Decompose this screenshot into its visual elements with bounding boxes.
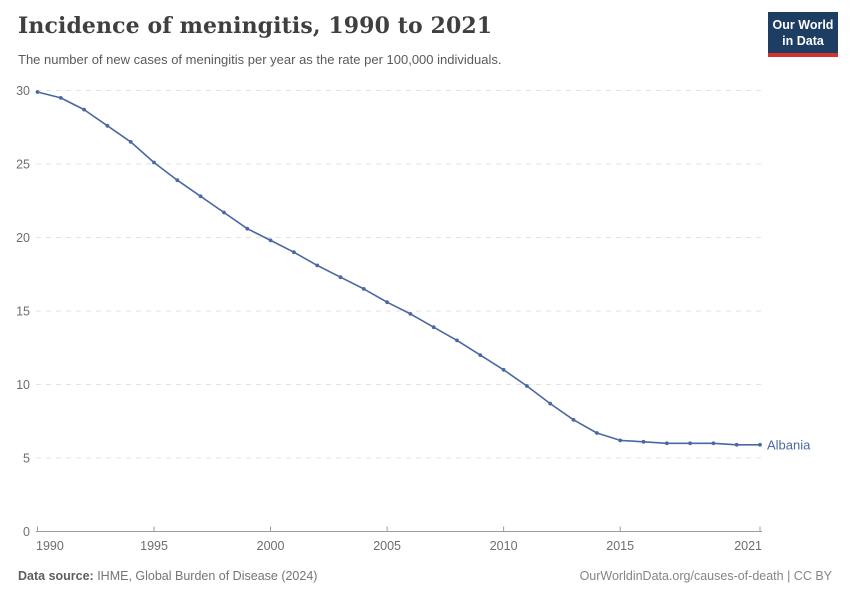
data-point[interactable] xyxy=(175,178,180,183)
x-axis-tick-label: 1990 xyxy=(36,539,64,553)
series-end-label: Albania xyxy=(767,437,811,452)
owid-logo: Our World in Data xyxy=(768,12,838,57)
x-axis-tick-label: 2000 xyxy=(257,539,285,553)
data-point[interactable] xyxy=(292,250,296,255)
page-title: Incidence of meningitis, 1990 to 2021 xyxy=(18,13,493,39)
data-point[interactable] xyxy=(548,401,553,406)
x-axis-tick-label: 2005 xyxy=(373,539,401,553)
data-point[interactable] xyxy=(361,287,366,291)
data-point[interactable] xyxy=(455,338,459,343)
owid-logo-line2: in Data xyxy=(782,34,824,48)
data-point[interactable] xyxy=(758,442,762,447)
data-line xyxy=(36,91,761,446)
owid-logo-line1: Our World xyxy=(772,18,834,32)
data-point[interactable] xyxy=(268,238,273,243)
data-point[interactable] xyxy=(618,438,623,443)
data-point[interactable] xyxy=(501,367,506,372)
data-point[interactable] xyxy=(478,353,483,357)
y-axis-tick-label: 5 xyxy=(23,452,30,466)
data-source-label: Data source: xyxy=(18,569,94,583)
data-point[interactable] xyxy=(525,384,529,388)
data-point[interactable] xyxy=(315,263,320,268)
y-axis-tick-label: 20 xyxy=(16,231,30,245)
data-point[interactable] xyxy=(198,194,203,199)
data-point[interactable] xyxy=(688,441,692,446)
data-point[interactable] xyxy=(338,275,343,280)
x-axis-tick-label: 1995 xyxy=(140,539,168,553)
line-chart: 0 5 10 15 20 25 30 1990 1995 2000 2005 2010 2015 2021… xyxy=(16,84,811,553)
data-point[interactable] xyxy=(664,441,669,446)
data-point[interactable] xyxy=(595,431,599,435)
x-axis-tick-label: 2010 xyxy=(490,539,518,553)
data-point[interactable] xyxy=(82,107,86,112)
data-point[interactable] xyxy=(35,90,40,94)
data-point[interactable] xyxy=(711,441,716,446)
data-point[interactable] xyxy=(58,96,63,100)
data-point[interactable] xyxy=(152,160,156,165)
y-axis-tick-label: 25 xyxy=(16,158,30,172)
data-point[interactable] xyxy=(431,325,436,330)
data-source-text: IHME, Global Burden of Disease (2024) xyxy=(93,569,318,583)
data-point[interactable] xyxy=(222,210,226,215)
y-axis-tick-label: 0 xyxy=(23,525,30,539)
chart-footer: Data source: IHME, Global Burden of Dise… xyxy=(18,569,832,583)
chart-subtitle: The number of new cases of meningitis pe… xyxy=(18,52,502,67)
data-point[interactable] xyxy=(105,123,110,128)
credit-link[interactable]: OurWorldinData.org/causes-of-death | CC … xyxy=(579,569,832,583)
x-axis-tick-label: 2021 xyxy=(734,539,762,553)
data-point[interactable] xyxy=(245,226,250,231)
x-axis-tick-label: 2015 xyxy=(606,539,634,553)
data-point[interactable] xyxy=(734,442,739,447)
y-axis-tick-label: 15 xyxy=(16,305,30,319)
data-point[interactable] xyxy=(571,417,576,422)
data-point[interactable] xyxy=(641,439,646,444)
y-axis-tick-label: 10 xyxy=(16,378,30,392)
y-axis-tick-label: 30 xyxy=(16,84,30,98)
data-point[interactable] xyxy=(128,140,133,144)
data-source: Data source: IHME, Global Burden of Dise… xyxy=(18,569,317,583)
data-point[interactable] xyxy=(408,312,413,316)
data-point[interactable] xyxy=(385,300,389,305)
